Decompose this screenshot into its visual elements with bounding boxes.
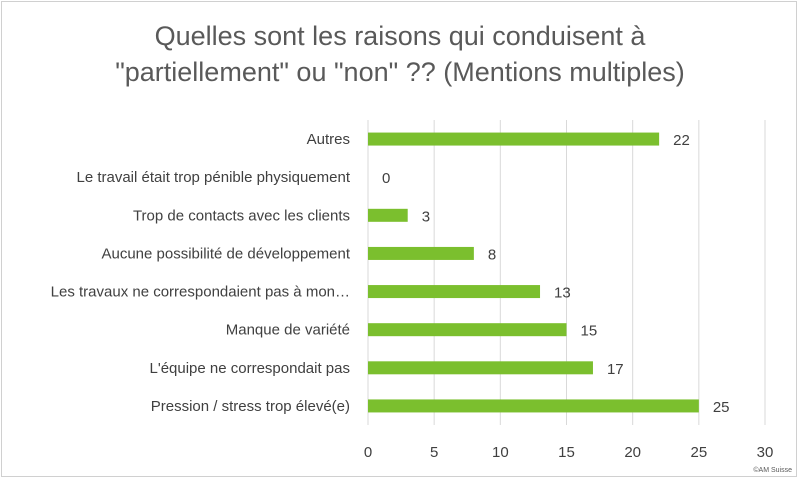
data-label-6: 17	[607, 361, 624, 378]
chart-title: Quelles sont les raisons qui conduisent …	[0, 18, 800, 90]
data-label-0: 22	[673, 132, 690, 149]
source-credit: ©AM Suisse	[753, 467, 792, 474]
category-label-1: Le travail était trop pénible physiqueme…	[76, 169, 350, 186]
bar-5	[368, 323, 567, 337]
x-tick-label-0: 0	[364, 444, 372, 461]
data-label-7: 25	[713, 399, 730, 416]
bar-0	[368, 132, 660, 146]
x-tick-label-2: 10	[492, 444, 509, 461]
bar-3	[368, 246, 474, 260]
data-label-2: 3	[422, 208, 430, 225]
x-tick-label-5: 25	[690, 444, 707, 461]
category-label-7: Pression / stress trop élevé(e)	[151, 398, 350, 415]
x-tick-label-3: 15	[558, 444, 575, 461]
category-label-6: L'équipe ne correspondait pas	[149, 360, 350, 377]
x-tick-label-1: 5	[430, 444, 438, 461]
data-label-4: 13	[554, 285, 571, 302]
category-label-2: Trop de contacts avec les clients	[133, 207, 350, 224]
category-label-4: Les travaux ne correspondaient pas à mon…	[51, 284, 350, 301]
chart-title-line-1: Quelles sont les raisons qui conduisent …	[154, 21, 646, 51]
x-tick-label-6: 30	[757, 444, 774, 461]
bar-4	[368, 285, 541, 299]
data-label-3: 8	[488, 246, 496, 263]
data-label-1: 0	[382, 170, 390, 187]
category-label-3: Aucune possibilité de développement	[101, 245, 350, 262]
bar-6	[368, 361, 593, 375]
bar-2	[368, 208, 408, 222]
data-label-5: 15	[581, 323, 598, 340]
bar-7	[368, 399, 699, 413]
x-tick-label-4: 20	[624, 444, 641, 461]
category-label-0: Autres	[307, 131, 350, 148]
chart-title-line-2: "partiellement" ou "non" ?? (Mentions mu…	[115, 57, 685, 87]
category-label-5: Manque de variété	[226, 322, 350, 339]
